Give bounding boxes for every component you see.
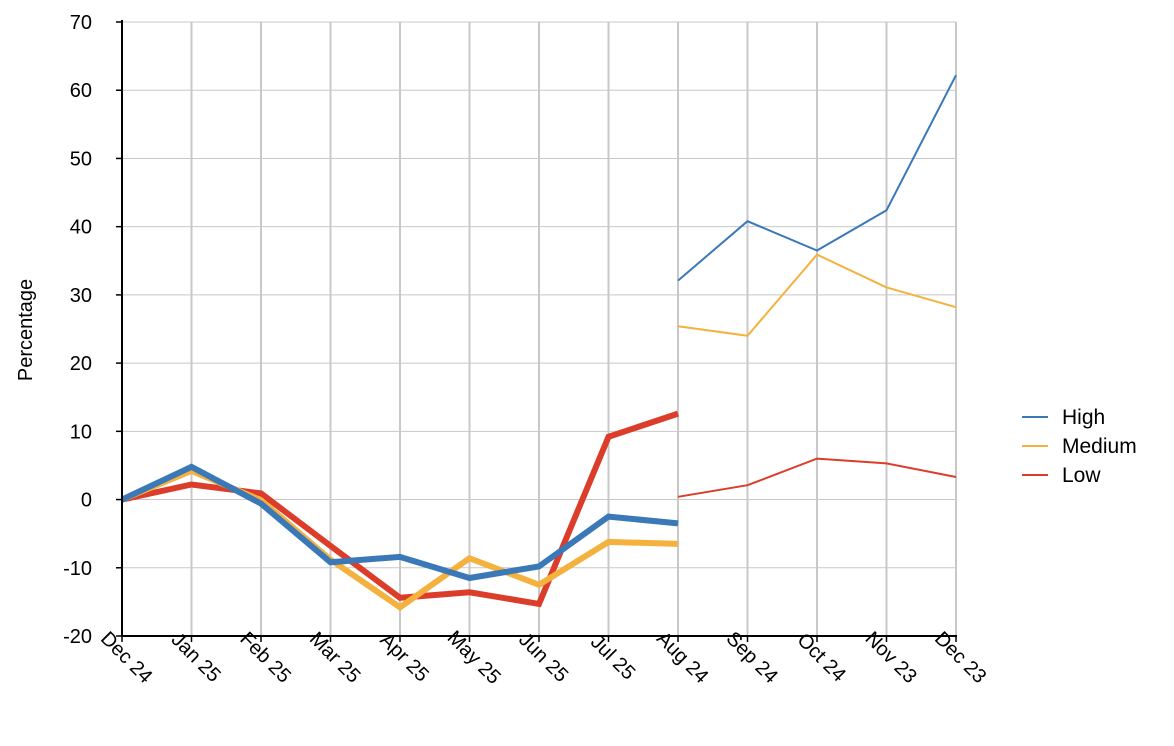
y-tick-label-3: 10 (70, 421, 92, 443)
y-tick-labels: -20 -10 0 10 20 30 40 50 60 70 (63, 12, 92, 648)
series-line-0-2 (120, 463, 679, 582)
series-line-1-2 (677, 457, 957, 498)
legend-label-2: Low (1062, 464, 1101, 487)
legend-label-1: Medium (1062, 435, 1137, 458)
y-tick-label-4: 20 (70, 353, 92, 375)
y-tick-label-7: 50 (70, 148, 92, 170)
y-tick-label-9: 70 (70, 12, 92, 34)
series-line-1-1 (677, 253, 957, 337)
y-tick-label-5: 30 (70, 285, 92, 307)
legend: High Medium Low (1022, 406, 1137, 487)
x-tick-label-10: Oct 24 (793, 629, 850, 686)
x-tick-label-12: Dec 23 (930, 628, 990, 688)
y-tick-label-8: 60 (70, 80, 92, 102)
x-tick-label-1: Jan 25 (167, 629, 225, 687)
grid-lines (122, 21, 957, 636)
y-tick-label-2: 0 (81, 490, 92, 512)
x-tick-label-6: Jun 25 (514, 629, 572, 687)
x-tick-label-7: Jul 25 (586, 631, 639, 684)
y-axis-title: Percentage (15, 279, 37, 381)
y-tick-label-6: 40 (70, 217, 92, 239)
y-tick-label-1: -10 (63, 558, 92, 580)
x-tick-label-4: Apr 25 (376, 629, 433, 686)
series-line-0-0 (121, 410, 679, 608)
axes (116, 20, 957, 642)
series-line-1-0 (677, 74, 957, 282)
series-lines (120, 74, 957, 611)
legend-label-0: High (1062, 406, 1105, 429)
y-tick-label-0: -20 (63, 626, 92, 648)
